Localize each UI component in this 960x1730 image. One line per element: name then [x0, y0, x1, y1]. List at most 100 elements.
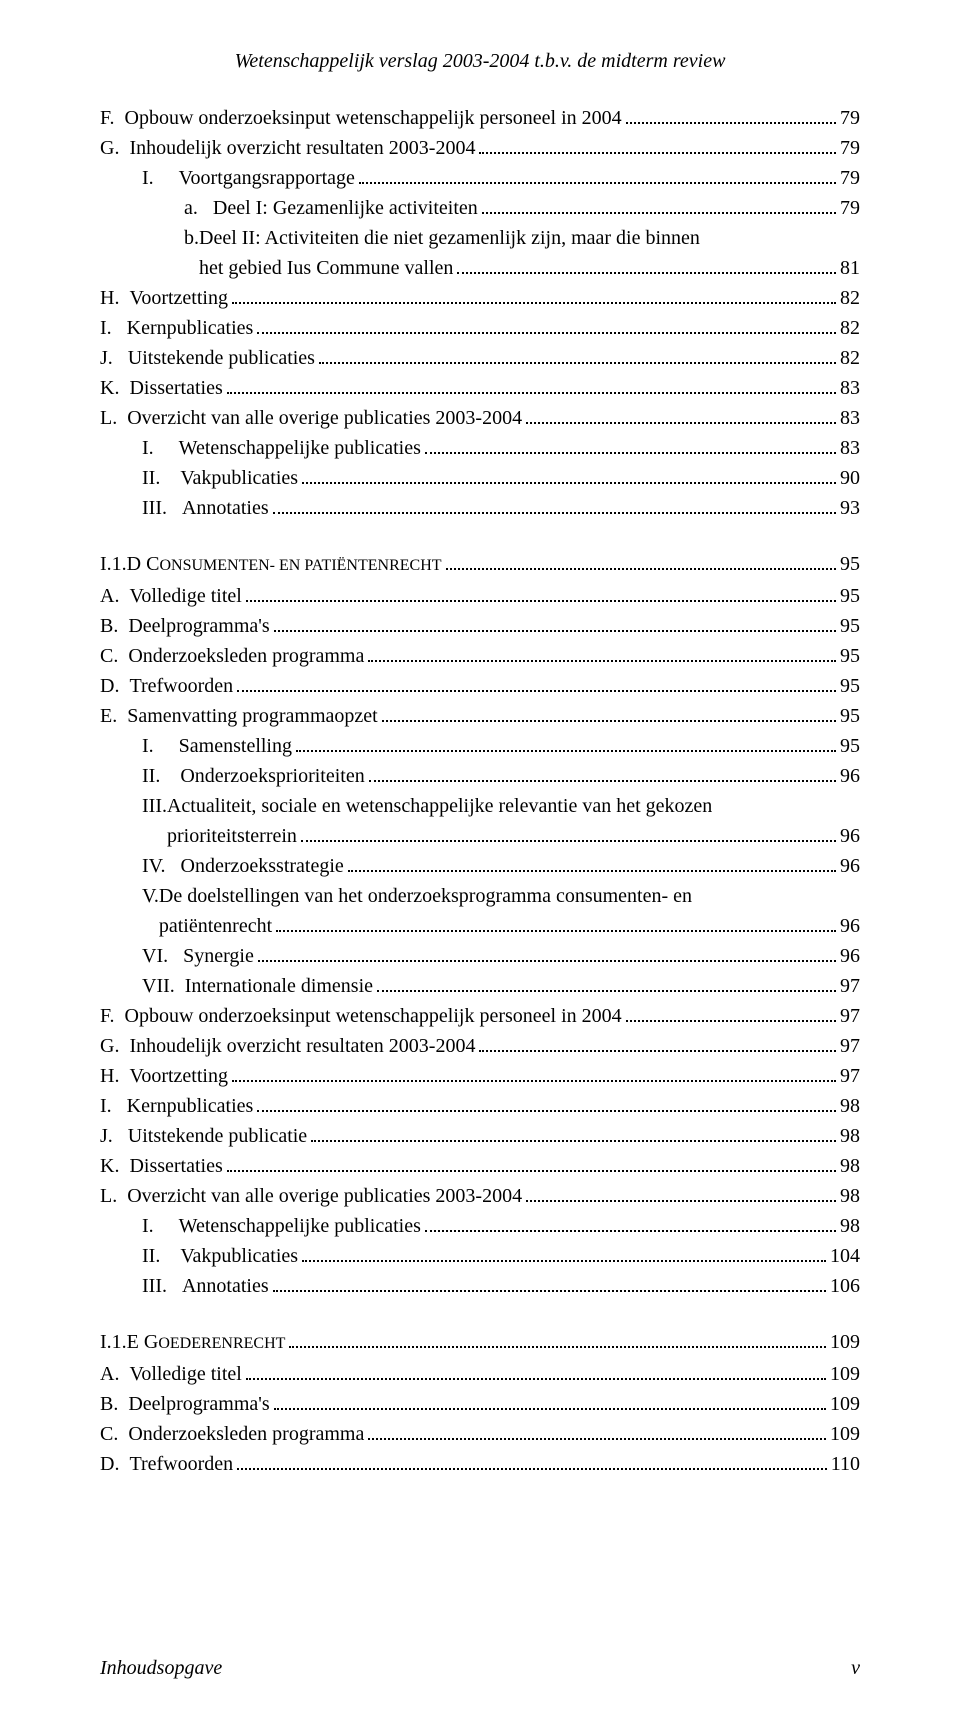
- toc-entry: L. Overzicht van alle overige publicatie…: [100, 1181, 860, 1211]
- toc-entry: H. Voortzetting82: [100, 283, 860, 313]
- toc-label: a.: [184, 193, 213, 223]
- toc-page: 81: [840, 253, 860, 283]
- toc-leader: [368, 1424, 826, 1440]
- toc-page: 79: [840, 193, 860, 223]
- toc-title: Deel I: Gezamenlijke activiteiten: [213, 193, 478, 223]
- toc-page: 95: [840, 731, 860, 761]
- toc-label: E.: [100, 701, 127, 731]
- toc-entry: III. Annotaties 106: [100, 1271, 860, 1301]
- toc-page: 90: [840, 463, 860, 493]
- toc-leader: [257, 318, 836, 334]
- toc-leader: [425, 1216, 836, 1232]
- toc-leader: [237, 676, 836, 692]
- toc-title: Volledige titel: [129, 1359, 241, 1389]
- toc-title: Kernpublicaties: [127, 1091, 254, 1121]
- toc-title: Onderzoeksprioriteiten: [180, 761, 364, 791]
- toc-entry: I. Samenstelling 95: [100, 731, 860, 761]
- toc-section-heading: I.1.D CONSUMENTEN- EN PATIËNTENRECHT95: [100, 549, 860, 579]
- toc-label: III.: [142, 791, 167, 821]
- toc-label: C.: [100, 641, 128, 671]
- section-rest: OEDERENRECHT: [158, 1332, 285, 1356]
- toc-page: 109: [830, 1359, 860, 1389]
- toc-entry: J. Uitstekende publicaties82: [100, 343, 860, 373]
- toc-page: 96: [840, 851, 860, 881]
- toc-leader: [273, 1276, 826, 1292]
- toc-label: II.: [142, 463, 180, 493]
- toc-label: B.: [100, 1389, 128, 1419]
- toc-page: 82: [840, 313, 860, 343]
- toc-leader: [482, 198, 836, 214]
- toc-leader: [526, 1186, 836, 1202]
- toc-title: Deelprogramma's: [128, 611, 269, 641]
- toc-title: Wetenschappelijke publicaties: [179, 1211, 421, 1241]
- toc-title: Voortzetting: [129, 283, 228, 313]
- toc-page: 95: [840, 701, 860, 731]
- toc-entry: I. Kernpublicaties98: [100, 1091, 860, 1121]
- section-prefix: I.1.E G: [100, 1327, 158, 1357]
- toc-leader: [232, 1066, 836, 1082]
- running-header: Wetenschappelijk verslag 2003-2004 t.b.v…: [100, 50, 860, 73]
- toc-label: A.: [100, 581, 129, 611]
- toc-page: 95: [840, 641, 860, 671]
- toc-title: Vakpublicaties: [180, 463, 298, 493]
- toc-leader: [276, 916, 836, 932]
- toc-label: II.: [142, 761, 180, 791]
- toc-title: Wetenschappelijke publicaties: [179, 433, 421, 463]
- toc-title: Annotaties: [182, 1271, 269, 1301]
- toc-page: 110: [831, 1449, 860, 1479]
- toc-entry: I. Wetenschappelijke publicaties98: [100, 1211, 860, 1241]
- toc-title: Internationale dimensie: [185, 971, 373, 1001]
- toc-leader: [258, 946, 836, 962]
- toc-label: A.: [100, 1359, 129, 1389]
- toc-leader: [526, 408, 836, 424]
- toc-entry: H. Voortzetting97: [100, 1061, 860, 1091]
- toc-label: I.: [142, 731, 179, 761]
- toc-title: Uitstekende publicatie: [128, 1121, 307, 1151]
- toc-page: 109: [830, 1389, 860, 1419]
- toc-label: III.: [142, 493, 182, 523]
- toc-page: 93: [840, 493, 860, 523]
- toc-entry: E. Samenvatting programmaopzet 95: [100, 701, 860, 731]
- toc-leader: [274, 616, 836, 632]
- toc-label: I.: [100, 313, 127, 343]
- toc-label: B.: [100, 611, 128, 641]
- toc-entry: V. De doelstellingen van het onderzoeksp…: [100, 881, 860, 941]
- toc-page: 106: [830, 1271, 860, 1301]
- toc-title: Trefwoorden: [129, 1449, 233, 1479]
- toc-entry: VII. Internationale dimensie97: [100, 971, 860, 1001]
- toc-title: Deel II: Activiteiten die niet gezamenli…: [199, 223, 860, 253]
- toc-title: Samenstelling: [179, 731, 292, 761]
- toc-entry: a. Deel I: Gezamenlijke activiteiten 79: [100, 193, 860, 223]
- toc-title: Overzicht van alle overige publicaties 2…: [127, 403, 522, 433]
- toc-title: Actualiteit, sociale en wetenschappelijk…: [167, 791, 860, 821]
- toc-page: 96: [840, 761, 860, 791]
- toc-title-cont: patiëntenrecht: [159, 911, 272, 941]
- toc-title: Inhoudelijk overzicht resultaten 2003-20…: [129, 133, 475, 163]
- toc-page: 96: [840, 941, 860, 971]
- toc-leader: [479, 1036, 836, 1052]
- toc-section-heading: I.1.E GOEDERENRECHT 109: [100, 1327, 860, 1357]
- toc-label: D.: [100, 671, 129, 701]
- toc-label: L.: [100, 403, 127, 433]
- toc-label: L.: [100, 1181, 127, 1211]
- toc-entry: F. Opbouw onderzoeksinput wetenschappeli…: [100, 103, 860, 133]
- toc-leader: [257, 1096, 836, 1112]
- toc-leader: [479, 138, 836, 154]
- toc-label: C.: [100, 1419, 128, 1449]
- toc-page: 79: [840, 163, 860, 193]
- toc-title: Dissertaties: [129, 373, 222, 403]
- toc-entry: I. Voortgangsrapportage79: [100, 163, 860, 193]
- footer-right: v: [851, 1657, 860, 1680]
- toc-label: K.: [100, 1151, 129, 1181]
- toc-title: Samenvatting programmaopzet: [127, 701, 377, 731]
- toc-label: III.: [142, 1271, 182, 1301]
- toc-page: 109: [830, 1327, 860, 1357]
- toc-title: De doelstellingen van het onderzoeksprog…: [159, 881, 860, 911]
- toc-label: H.: [100, 283, 129, 313]
- toc-title: Annotaties: [182, 493, 269, 523]
- toc-entry: II. Onderzoeksprioriteiten 96: [100, 761, 860, 791]
- toc-entry: B. Deelprogramma's95: [100, 611, 860, 641]
- toc-page: 97: [840, 1001, 860, 1031]
- toc-entry: A. Volledige titel95: [100, 581, 860, 611]
- toc-label: G.: [100, 1031, 129, 1061]
